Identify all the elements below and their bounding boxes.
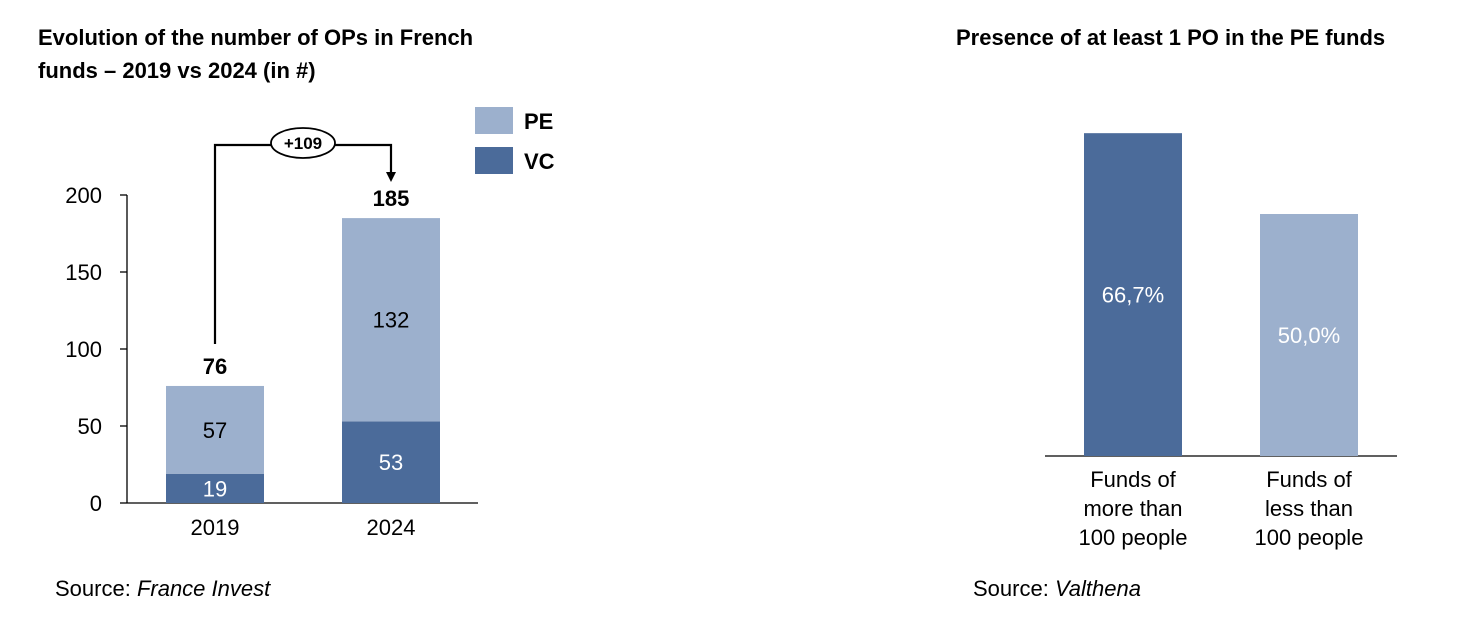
- right-source-label: Source:: [973, 576, 1055, 601]
- growth-label: +109: [284, 134, 322, 153]
- left-source: Source: France Invest: [55, 576, 270, 602]
- bar-pe-2024: [342, 218, 440, 422]
- total-label-2019: 76: [203, 354, 227, 379]
- bar-vc-2019: [166, 473, 264, 503]
- data-label-vc-2019: 19: [203, 476, 227, 501]
- right-bar-1: [1084, 133, 1182, 456]
- data-label-pe-2019: 57: [203, 418, 227, 443]
- right-chart-title: Presence of at least 1 PO in the PE fund…: [956, 25, 1386, 50]
- x-tick-label-2019: 2019: [191, 515, 240, 540]
- left-chart-title-line1: Evolution of the number of OPs in French: [38, 25, 474, 50]
- left-bars: 19 57 76 2019 53 132 185 2024: [166, 186, 440, 540]
- right-bar-2: [1260, 214, 1358, 456]
- right-source: Source: Valthena: [973, 576, 1141, 602]
- right-chart: 66,7% Funds of more than 100 people 50,0% Fun…: [1045, 133, 1397, 550]
- legend-label-vc: VC: [524, 149, 555, 174]
- right-x-tick-label-1: 100 people: [1079, 525, 1188, 550]
- left-chart-title-line2: funds – 2019 vs 2024 (in #): [38, 58, 316, 83]
- left-y-tick-label: 200: [65, 183, 102, 208]
- right-x-tick-label-1: more than: [1083, 496, 1182, 521]
- right-bar-value-label-1: 66,7%: [1102, 283, 1164, 308]
- data-label-vc-2024: 53: [379, 450, 403, 475]
- bar-pe-2019: [166, 385, 264, 474]
- left-y-tick-label: 150: [65, 260, 102, 285]
- total-label-2024: 185: [373, 186, 410, 211]
- right-x-tick-label-2: Funds of: [1266, 467, 1352, 492]
- left-y-tick-label: 100: [65, 337, 102, 362]
- left-chart: 0 50 100 150 200 19 57 76 2019 53 132 185 2024 +109…: [65, 107, 555, 540]
- growth-bubble: [270, 127, 336, 159]
- right-source-name: Valthena: [1054, 576, 1141, 601]
- right-x-tick-label-2: 100 people: [1255, 525, 1364, 550]
- legend-swatch-vc: [475, 147, 513, 174]
- legend-swatch-pe: [475, 107, 513, 134]
- right-x-tick-label-1: Funds of: [1090, 467, 1176, 492]
- left-legend: PE VC: [475, 107, 555, 174]
- left-y-tick-label: 0: [90, 491, 102, 516]
- right-bar-value-label-2: 50,0%: [1278, 323, 1340, 348]
- bar-vc-2024: [342, 421, 440, 503]
- right-x-tick-label-2: less than: [1265, 496, 1353, 521]
- data-label-pe-2024: 132: [373, 308, 410, 333]
- x-tick-label-2024: 2024: [367, 515, 416, 540]
- left-source-name: France Invest: [136, 576, 271, 601]
- growth-annotation: +109: [213, 127, 396, 344]
- right-bars: 66,7% Funds of more than 100 people 50,0% Fun…: [1045, 133, 1397, 550]
- legend-label-pe: PE: [524, 109, 553, 134]
- left-source-label: Source:: [55, 576, 137, 601]
- left-y-tick-label: 50: [78, 414, 102, 439]
